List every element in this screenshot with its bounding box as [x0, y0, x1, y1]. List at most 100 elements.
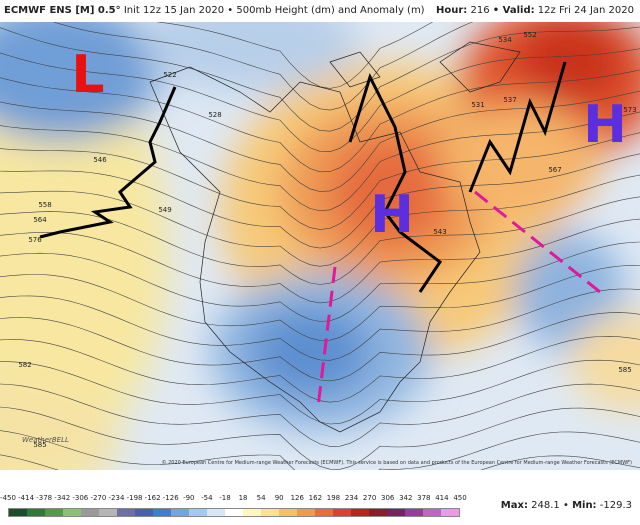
colorbar-cell — [45, 509, 63, 516]
colorbar-cell — [171, 509, 189, 516]
colorbar-cell — [207, 509, 225, 516]
contour-label: 549 — [158, 206, 171, 214]
valid-label: • Valid: — [492, 5, 535, 16]
colorbar-cell — [297, 509, 315, 516]
trough-axis — [348, 72, 443, 293]
colorbar-cell — [369, 509, 387, 516]
colorbar-cell — [99, 509, 117, 516]
max-label: Max: — [500, 500, 528, 511]
colorbar-cell — [441, 509, 459, 516]
colorbar-cell — [279, 509, 297, 516]
height-contour — [0, 218, 640, 304]
colorbar-cell — [333, 509, 351, 516]
colorbar-cell — [243, 509, 261, 516]
pressure-center-letter: L — [71, 45, 104, 105]
colorbar-tick: -18 — [219, 494, 231, 502]
pressure-centers: L H H — [71, 45, 626, 245]
height-contour — [0, 241, 640, 322]
colorbar — [8, 508, 460, 517]
run-info: Init 12z 15 Jan 2020 • 500mb Height (dm)… — [123, 5, 425, 16]
hour: 216 — [470, 5, 490, 16]
colorbar-cell — [387, 509, 405, 516]
colorbar-cell — [405, 509, 423, 516]
colorbar-cell — [351, 509, 369, 516]
height-contour — [0, 196, 640, 285]
header-left: ECMWF ENS [M] 0.5° Init 12z 15 Jan 2020 … — [4, 0, 425, 22]
height-contour — [52, 22, 474, 111]
colorbar-tick: 450 — [453, 494, 467, 502]
separator: • — [562, 500, 569, 511]
height-contour — [0, 430, 640, 470]
height-contour — [0, 26, 640, 132]
height-contour — [0, 174, 640, 267]
colorbar-tick: 414 — [435, 494, 449, 502]
contour-label: 585 — [618, 366, 631, 374]
colorbar-cell — [315, 509, 333, 516]
colorbar-cell — [27, 509, 45, 516]
pressure-center-letter: H — [370, 185, 414, 245]
contour-label: 552 — [523, 31, 536, 39]
contour-label: 567 — [548, 166, 561, 174]
max-min: Max: 248.1 • Min: -129.3 — [501, 500, 632, 511]
contour-label: 546 — [93, 156, 107, 164]
height-contour — [0, 48, 640, 153]
trough-axis — [474, 190, 601, 294]
colorbar-tick: -450 — [0, 494, 16, 502]
contour-label: 534 — [498, 36, 512, 44]
coastline — [329, 41, 521, 93]
contour-label: 528 — [208, 111, 221, 119]
colorbar-tick: -342 — [54, 494, 71, 502]
min-label: Min: — [572, 500, 597, 511]
colorbar-ticks: -450 -414 -378 -342 -306 -270 -234 -198 -162 -126… — [0, 494, 467, 506]
colorbar-cell — [225, 509, 243, 516]
colorbar-tick: -162 — [144, 494, 161, 502]
colorbar-cell — [117, 509, 135, 516]
colorbar-cell — [189, 509, 207, 516]
trough-axis — [39, 86, 177, 239]
colorbar-cell — [261, 509, 279, 516]
colorbar-tick: 306 — [380, 494, 395, 502]
anomaly-field — [0, 22, 640, 470]
colorbar-tick: 270 — [362, 494, 377, 502]
contour-label: 585 — [33, 441, 46, 449]
colorbar-tick: 342 — [399, 494, 413, 502]
colorbar-tick: -198 — [126, 494, 143, 502]
colorbar-cell — [153, 509, 171, 516]
colorbar-cell — [63, 509, 81, 516]
contour-labels: 522 528 534 546 549 552 558 564 576 582 585 543 531 5… — [18, 31, 636, 449]
colorbar-tick: -90 — [183, 494, 195, 502]
colorbar-tick: -378 — [36, 494, 53, 502]
height-contour — [0, 265, 640, 341]
colorbar-cell — [81, 509, 99, 516]
contour-label: 531 — [471, 101, 484, 109]
colorbar-tick: -270 — [90, 494, 107, 502]
contour-label: 558 — [38, 201, 51, 209]
colorbar-cell — [9, 509, 27, 516]
height-contour — [0, 69, 640, 173]
contour-label: 573 — [623, 106, 636, 114]
height-contour — [0, 406, 640, 470]
colorbar-tick: -126 — [162, 494, 179, 502]
colorbar-tick: -234 — [108, 494, 125, 502]
map: L H H 522 528 534 546 549 552 558 564 576 582 585 543… — [0, 22, 640, 470]
header-right: Hour: 216 • Valid: 12z Fri 24 Jan 2020 — [436, 0, 634, 22]
contour-label: 564 — [33, 216, 47, 224]
valid: 12z Fri 24 Jan 2020 — [537, 5, 634, 16]
height-contour — [0, 153, 640, 249]
pressure-center-letter: H — [583, 95, 627, 155]
contour-label: 582 — [18, 361, 31, 369]
colorbar-tick: 126 — [290, 494, 304, 502]
colorbar-tick: -54 — [201, 494, 213, 502]
colorbar-tick: -306 — [72, 494, 89, 502]
logo: WeatherBELL — [22, 436, 69, 444]
contour-label: 522 — [163, 71, 176, 79]
colorbar-tick: 378 — [417, 494, 431, 502]
colorbar-cell — [423, 509, 441, 516]
footer: -450 -414 -378 -342 -306 -270 -234 -198 -162 -126… — [0, 470, 640, 525]
colorbar-tick: -414 — [18, 494, 35, 502]
colorbar-tick: 54 — [256, 494, 266, 502]
contour-label: 537 — [503, 96, 516, 104]
contour-label: 576 — [28, 236, 42, 244]
header: ECMWF ENS [M] 0.5° Init 12z 15 Jan 2020 … — [0, 0, 640, 22]
coastline — [149, 66, 481, 433]
